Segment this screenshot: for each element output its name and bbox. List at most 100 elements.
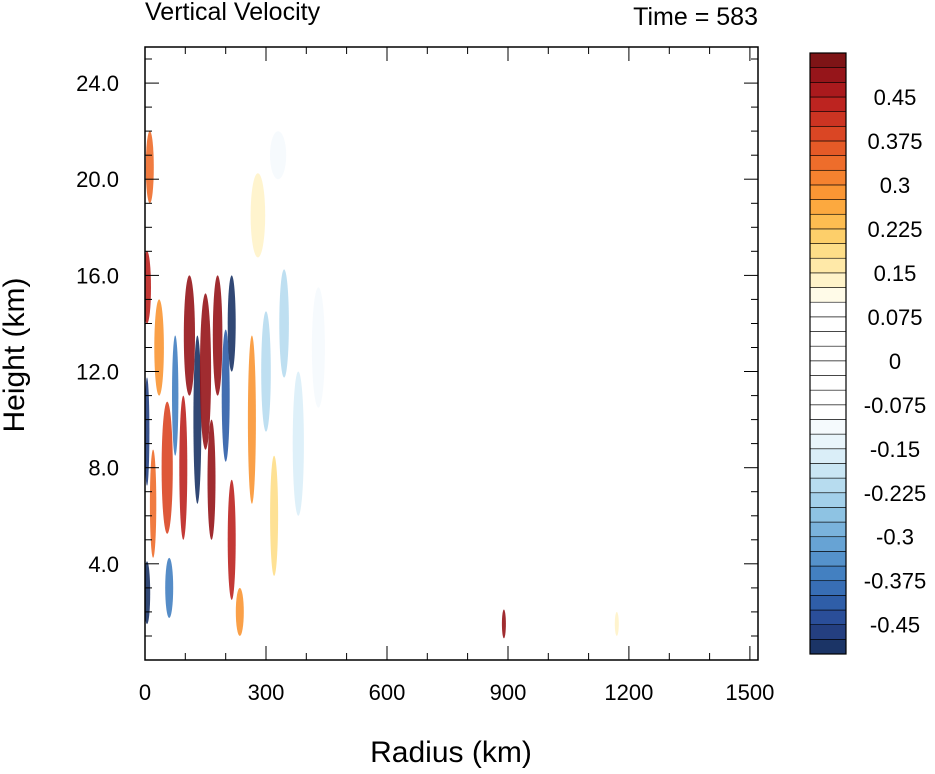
heat-cell-5 [154, 299, 164, 396]
colorbar-swatch [809, 287, 847, 303]
colorbar-swatch [809, 360, 847, 376]
colorbar-swatch [809, 492, 847, 508]
heat-cell-13 [207, 419, 216, 540]
heat-cell-17 [227, 479, 236, 600]
colorbar-swatch [809, 111, 847, 127]
colorbar-swatch [809, 67, 847, 83]
heat-cell-27 [270, 131, 287, 180]
heat-cell-9 [179, 395, 188, 540]
colorbar-swatch [809, 345, 847, 362]
heat-cell-21 [270, 455, 279, 576]
y-tick-label: 16.0 [76, 263, 119, 288]
x-tick-labels: 0 300 600 900 1200 1500 [139, 680, 775, 705]
colorbar-swatch [809, 316, 847, 332]
colorbar-label: 0.15 [874, 261, 917, 286]
heat-cell-15 [221, 329, 230, 462]
x-tick-label: 0 [139, 680, 151, 705]
heat-cell-4 [149, 449, 157, 558]
heat-cell-24 [311, 287, 325, 408]
colorbar-label: -0.45 [870, 613, 920, 638]
colorbar-swatch [809, 301, 847, 318]
colorbar-swatch [809, 140, 847, 156]
colorbar-swatch [809, 477, 847, 494]
x-tick-label: 900 [490, 680, 527, 705]
heat-cell-26 [250, 173, 266, 258]
heat-cell-20 [261, 311, 271, 432]
colorbar-swatch [809, 595, 847, 611]
heat-cell-11 [193, 335, 202, 504]
heat-cell-14 [212, 275, 223, 396]
x-tick-label: 300 [248, 680, 285, 705]
y-tick-label: 24.0 [76, 71, 119, 96]
x-tick-label: 600 [369, 680, 406, 705]
heat-cell-16 [227, 275, 236, 372]
x-axis-label: Radius (km) [370, 736, 532, 769]
colorbar-frame [809, 52, 847, 655]
colorbar-swatch [809, 213, 847, 230]
colorbar-swatch [809, 389, 847, 406]
colorbar-swatch [809, 272, 847, 288]
y-tick-label: 20.0 [76, 167, 119, 192]
colorbar-label: 0.3 [880, 173, 911, 198]
colorbar-label: -0.375 [864, 569, 926, 594]
y-tick-label: 8.0 [88, 456, 119, 481]
colorbar-swatch [809, 565, 847, 582]
chart-title: Vertical Velocity [145, 0, 321, 26]
colorbar-label: -0.15 [870, 437, 920, 462]
heat-cell-3 [145, 131, 154, 204]
y-tick-labels: 4.0 8.0 12.0 16.0 20.0 24.0 [76, 71, 119, 577]
colorbar-swatch [809, 419, 847, 435]
colorbar-swatch [809, 433, 847, 450]
colorbar-swatch [809, 404, 847, 420]
heat-cell-29 [614, 611, 619, 636]
colorbar-swatch [809, 125, 847, 142]
colorbar-label: 0.075 [867, 305, 922, 330]
y-tick-label: 12.0 [76, 360, 119, 385]
heat-cell-25 [328, 347, 341, 492]
colorbar-label: 0.45 [874, 85, 917, 110]
colorbar-swatch [809, 551, 847, 567]
colorbar-label: 0.375 [867, 129, 922, 154]
heat-cell-7 [165, 557, 174, 618]
axis-ticks [144, 47, 758, 660]
colorbar-label: -0.3 [876, 525, 914, 550]
heat-cell-28 [501, 609, 506, 639]
colorbar [809, 52, 847, 655]
colorbar-swatch [809, 257, 847, 274]
y-axis-label: Height (km) [0, 277, 31, 432]
colorbar-swatch [809, 536, 847, 552]
x-tick-label: 1200 [604, 680, 653, 705]
colorbar-swatch [809, 184, 847, 200]
plot-frame [144, 46, 759, 661]
heat-cell-18 [235, 587, 244, 636]
time-label: Time = 583 [633, 3, 758, 31]
colorbar-swatch [809, 639, 847, 655]
colorbar-swatch [809, 375, 847, 391]
colorbar-swatch [809, 228, 847, 244]
heat-cell-12 [199, 293, 212, 450]
colorbar-swatch [809, 448, 847, 464]
colorbar-swatch [809, 624, 847, 640]
heat-cell-8 [172, 335, 179, 456]
colorbar-swatch [809, 82, 847, 98]
heatmap-field [145, 131, 619, 639]
colorbar-swatch [809, 463, 847, 479]
heat-cell-10 [183, 275, 195, 396]
colorbar-label: -0.225 [864, 481, 926, 506]
colorbar-swatch [809, 507, 847, 523]
heat-cell-6 [161, 401, 173, 534]
colorbar-swatch [809, 521, 847, 538]
colorbar-swatch [809, 96, 847, 112]
heat-cell-23 [292, 371, 304, 516]
heat-cell-1 [145, 377, 150, 486]
y-tick-label: 4.0 [88, 552, 119, 577]
heat-cell-19 [247, 335, 256, 504]
colorbar-swatch [809, 52, 847, 68]
colorbar-swatch [809, 155, 847, 171]
heat-cell-22 [279, 269, 289, 378]
colorbar-swatch [809, 243, 847, 259]
colorbar-labels: 0.45 0.375 0.3 0.225 0.15 0.075 0 -0.075 -0.15 -0… [864, 85, 926, 638]
colorbar-swatch [809, 331, 847, 347]
colorbar-label: 0.225 [867, 217, 922, 242]
